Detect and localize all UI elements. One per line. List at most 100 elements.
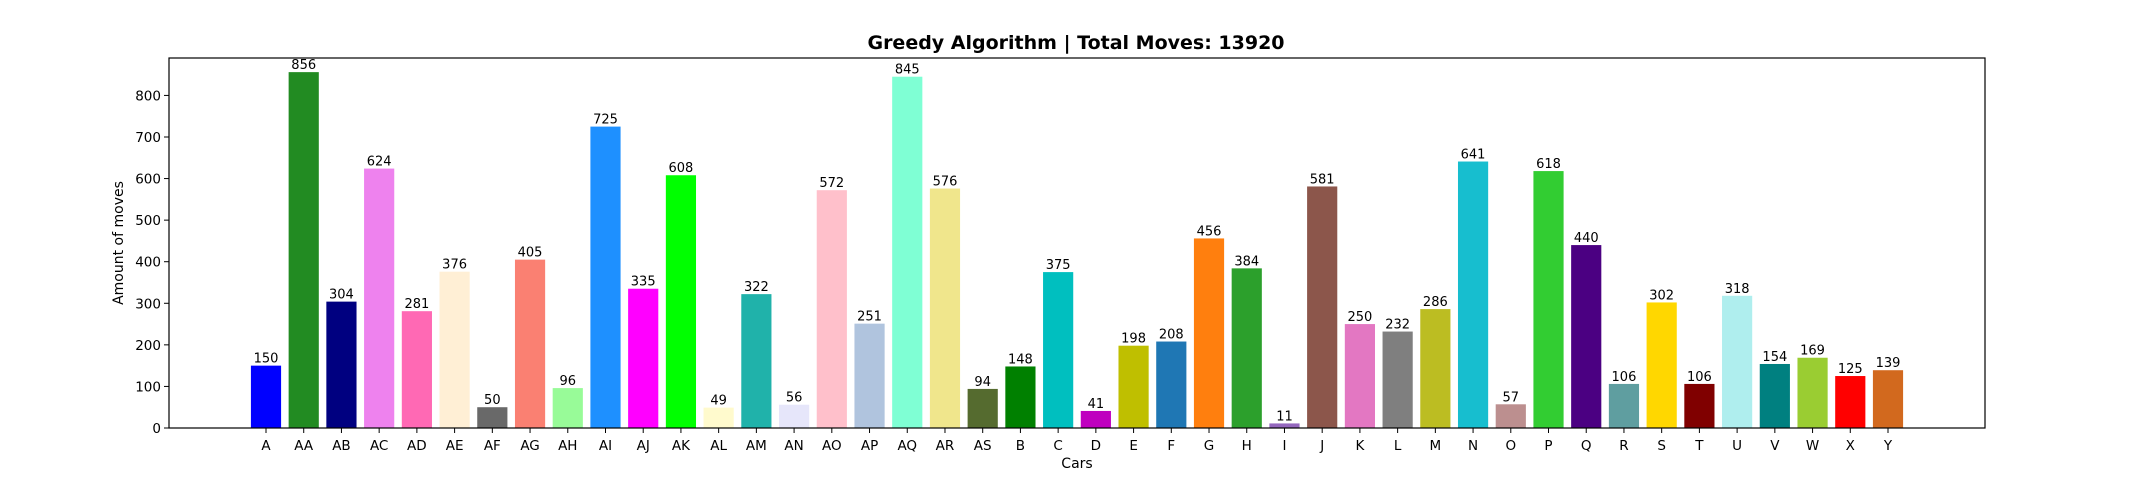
- data-label-H: 384: [1234, 254, 1259, 269]
- data-label-J: 581: [1310, 172, 1335, 187]
- data-label-AF: 50: [484, 393, 501, 408]
- x-tick-label: X: [1846, 438, 1855, 454]
- data-label-AP: 251: [857, 310, 882, 325]
- data-label-AJ: 335: [631, 275, 656, 290]
- data-label-S: 302: [1649, 288, 1674, 303]
- bar-T: [1684, 383, 1715, 428]
- data-label-X: 125: [1838, 362, 1863, 377]
- x-tick-label: I: [1282, 438, 1286, 454]
- data-label-AQ: 845: [895, 63, 920, 78]
- bar-AB: [326, 301, 357, 428]
- data-labels-layer: 150 856 304 624 281 376 50 405 96 725 335 608 49 322 5…: [254, 58, 1901, 424]
- y-tick-label: 400: [135, 255, 161, 271]
- bar-S: [1646, 302, 1677, 428]
- bar-V: [1759, 363, 1790, 428]
- x-axis-label: Cars: [1061, 456, 1092, 472]
- x-tick-label: R: [1619, 438, 1628, 454]
- bar-N: [1457, 161, 1489, 428]
- data-label-AB: 304: [329, 288, 354, 303]
- x-tick-label: AR: [936, 438, 955, 454]
- data-label-R: 106: [1612, 370, 1637, 385]
- bar-X: [1835, 376, 1866, 428]
- bar-D: [1080, 410, 1111, 428]
- x-tick-label: S: [1657, 438, 1666, 454]
- bar-AQ: [892, 76, 923, 429]
- bar-AP: [854, 323, 885, 428]
- bar-AH: [552, 388, 583, 428]
- bar-W: [1797, 357, 1828, 428]
- bar-L: [1382, 331, 1413, 428]
- x-tick-label: K: [1355, 438, 1365, 454]
- bar-AM: [741, 294, 772, 428]
- plot-frame: [168, 57, 1986, 429]
- bar-G: [1193, 238, 1225, 428]
- x-tick-label: AI: [599, 438, 612, 454]
- chart-title: Greedy Algorithm | Total Moves: 13920: [867, 32, 1284, 54]
- x-tick-label: M: [1430, 438, 1442, 454]
- x-tick-label: AE: [446, 438, 464, 454]
- x-tick-label: AQ: [897, 438, 917, 454]
- x-axis-ticks: A AA AB AC AD AE AF AG AH AI AJ AK AL AM AN AO AP AQ AR AS B…: [261, 428, 1893, 454]
- bar-O: [1495, 404, 1526, 428]
- y-tick-label: 500: [135, 213, 161, 229]
- x-tick-label: O: [1505, 438, 1516, 454]
- x-tick-label: AN: [784, 438, 803, 454]
- bar-C: [1043, 272, 1074, 428]
- y-axis-ticks: 0 100 200 300 400 500 600 700 800: [135, 88, 169, 437]
- data-label-AN: 56: [786, 391, 803, 406]
- bar-K: [1344, 324, 1375, 428]
- x-tick-label: B: [1016, 438, 1025, 454]
- data-label-T: 106: [1687, 370, 1712, 385]
- data-label-I: 11: [1276, 409, 1293, 424]
- x-tick-label: U: [1732, 438, 1742, 454]
- data-label-F: 208: [1159, 328, 1184, 343]
- bar-AI: [590, 126, 621, 428]
- x-tick-label: Q: [1581, 438, 1592, 454]
- bar-Q: [1571, 245, 1602, 428]
- x-tick-label: AP: [861, 438, 878, 454]
- x-tick-label: AA: [294, 438, 314, 454]
- data-label-AC: 624: [367, 155, 392, 170]
- x-tick-label: AM: [746, 438, 767, 454]
- y-tick-label: 700: [135, 130, 161, 146]
- x-tick-label: A: [261, 438, 271, 454]
- y-axis-label: Amount of moves: [111, 181, 127, 305]
- data-label-C: 375: [1046, 258, 1071, 273]
- data-label-AR: 576: [933, 175, 958, 190]
- x-tick-label: AD: [407, 438, 427, 454]
- data-label-L: 232: [1385, 318, 1410, 333]
- bar-R: [1608, 383, 1640, 428]
- x-tick-label: V: [1770, 438, 1780, 454]
- x-tick-label: G: [1204, 438, 1214, 454]
- y-tick-label: 0: [152, 421, 161, 437]
- bar-AO: [816, 190, 847, 428]
- data-label-W: 169: [1800, 344, 1825, 359]
- y-tick-label: 100: [135, 379, 161, 395]
- bar-P: [1533, 171, 1564, 428]
- bar-AJ: [628, 288, 659, 428]
- data-label-AG: 405: [518, 246, 543, 261]
- bar-J: [1307, 186, 1338, 428]
- x-tick-label: AH: [558, 438, 577, 454]
- bar-F: [1156, 341, 1187, 428]
- data-label-V: 154: [1762, 350, 1787, 365]
- bar-A: [250, 365, 282, 428]
- data-label-D: 41: [1088, 397, 1105, 412]
- x-tick-label: W: [1806, 438, 1819, 454]
- data-label-AI: 725: [593, 113, 618, 128]
- bar-B: [1005, 366, 1036, 428]
- bars-layer: [250, 72, 1904, 429]
- x-tick-label: F: [1167, 438, 1175, 454]
- data-label-Y: 139: [1876, 356, 1901, 371]
- data-label-AM: 322: [744, 280, 769, 295]
- data-label-P: 618: [1536, 157, 1561, 172]
- x-tick-label: P: [1544, 438, 1552, 454]
- data-label-AK: 608: [669, 161, 694, 176]
- x-tick-label: T: [1694, 438, 1704, 454]
- x-tick-label: Y: [1883, 438, 1893, 454]
- data-label-AL: 49: [710, 394, 727, 409]
- data-label-A: 150: [254, 352, 279, 367]
- x-tick-label: AF: [484, 438, 501, 454]
- x-tick-label: C: [1053, 438, 1062, 454]
